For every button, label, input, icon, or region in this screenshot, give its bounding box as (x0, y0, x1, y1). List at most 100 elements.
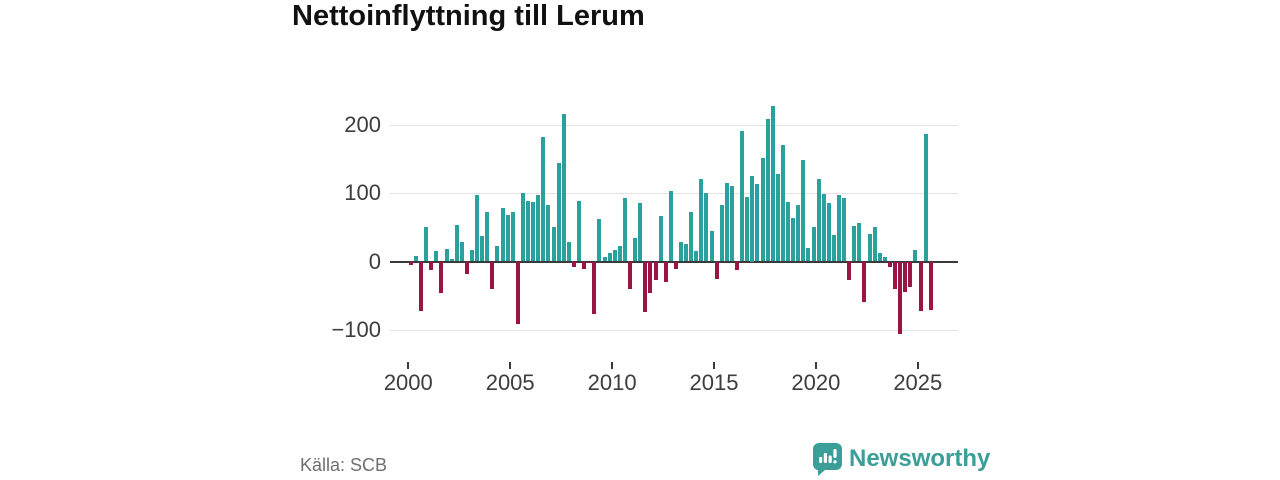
bar (495, 246, 500, 262)
bar (592, 262, 597, 314)
y-axis-tick-label: 100 (344, 180, 381, 206)
bar (556, 163, 561, 262)
x-axis-tick-label: 2025 (893, 370, 943, 395)
x-axis-tick (509, 362, 512, 369)
bar (546, 204, 551, 262)
x-axis-tick-label: 2005 (485, 370, 535, 395)
bar (536, 194, 541, 262)
bar (490, 262, 495, 290)
bar (786, 202, 791, 262)
bar-chart: 200 100 0 −100 2000 2005 2010 2015 2020 2025 (331, 105, 958, 395)
bar (541, 137, 546, 262)
bar (515, 262, 520, 325)
bar (424, 226, 429, 262)
bar (775, 174, 780, 262)
x-axis-tick (407, 362, 410, 369)
x-axis-tick-label: 2015 (689, 370, 739, 395)
bar (836, 194, 841, 262)
bar (500, 208, 505, 262)
bar (867, 234, 872, 262)
bar (561, 113, 566, 262)
bar (551, 226, 556, 262)
bar (663, 262, 668, 282)
bar (765, 119, 770, 262)
bar (505, 215, 510, 262)
bar (622, 197, 627, 262)
bar (893, 262, 898, 290)
bar (684, 244, 689, 262)
bar (857, 223, 862, 262)
bar (485, 211, 490, 262)
bar (429, 262, 434, 271)
x-axis-tick (713, 362, 715, 369)
bar (612, 249, 617, 262)
bar (566, 242, 571, 262)
bar (831, 234, 836, 262)
x-axis-tick (916, 362, 919, 369)
bar (607, 252, 612, 262)
bar (714, 262, 719, 280)
x-axis-tick-label: 2020 (791, 370, 841, 395)
bar (750, 176, 755, 262)
bar (928, 262, 933, 311)
chart-title: Nettoinflyttning till Lerum (292, 0, 645, 32)
bar (918, 262, 923, 312)
bar (434, 251, 439, 262)
bar (449, 258, 454, 262)
bar (852, 225, 857, 262)
bar (735, 262, 740, 271)
bar (903, 262, 908, 293)
bar (842, 197, 847, 262)
bar (668, 191, 673, 262)
bar (791, 217, 796, 262)
bar (801, 159, 806, 262)
x-axis-tick-label: 2000 (383, 370, 433, 395)
bar (408, 262, 413, 266)
bar (419, 262, 424, 312)
bar (526, 201, 531, 262)
bar (872, 227, 877, 262)
bar (882, 256, 887, 262)
bar (699, 178, 704, 262)
newsworthy-logo-icon (812, 442, 842, 476)
x-axis-tick (814, 362, 817, 369)
bar (678, 242, 683, 262)
bar (617, 246, 622, 262)
gridline (390, 124, 958, 126)
bar (470, 249, 474, 262)
bar (464, 262, 469, 275)
bar (694, 250, 699, 262)
bar (724, 182, 729, 262)
bar (597, 219, 602, 262)
bar (719, 204, 724, 262)
bar (510, 212, 515, 262)
bar (413, 256, 418, 262)
bar (821, 193, 826, 262)
bar (760, 157, 765, 262)
bar (520, 193, 525, 262)
bar (673, 262, 678, 269)
bar (571, 262, 576, 268)
bar (653, 262, 658, 281)
bar (439, 262, 444, 293)
newsworthy-brand[interactable]: Newsworthy (812, 442, 990, 476)
bar (704, 193, 709, 262)
bar (643, 262, 648, 312)
bar (755, 184, 760, 262)
gridline (390, 193, 958, 195)
bar (745, 197, 750, 262)
bar (913, 249, 918, 262)
bar (658, 216, 663, 262)
y-axis-tick-label: 200 (344, 111, 381, 137)
bar (877, 253, 882, 262)
bar (826, 202, 831, 262)
bar (729, 186, 734, 262)
bar (816, 178, 821, 262)
bar (908, 262, 913, 288)
y-axis-tick-label: −100 (331, 316, 381, 342)
bar (587, 262, 592, 264)
bar (740, 131, 745, 262)
bar (459, 241, 464, 262)
bar (480, 236, 485, 262)
